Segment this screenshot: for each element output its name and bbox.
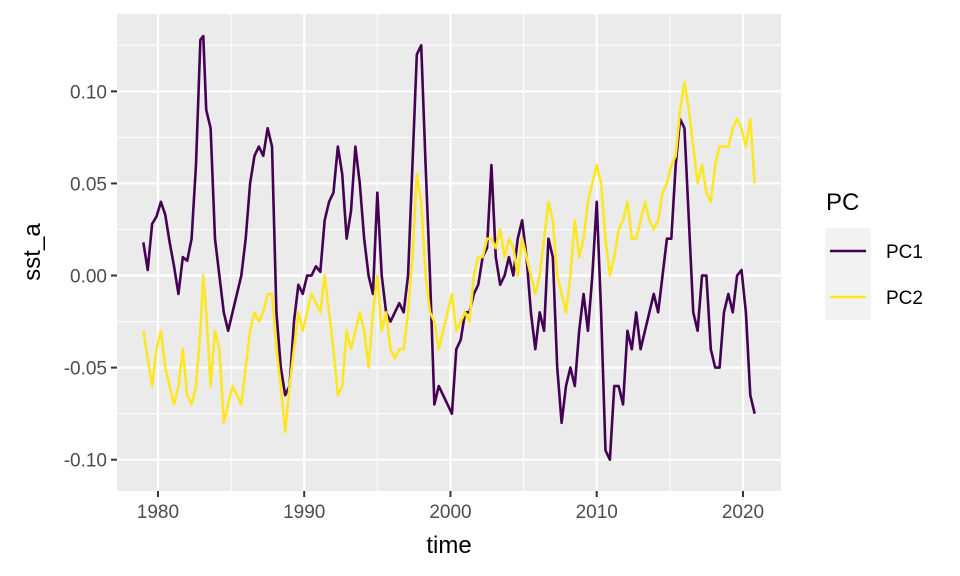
y-tick-label: 0.00	[70, 267, 107, 288]
x-axis: 1980 1990 2000 2010 2020	[137, 491, 764, 523]
legend-label-pc2: PC2	[886, 288, 923, 309]
x-tick-label: 2010	[576, 502, 618, 523]
x-tick-label: 1990	[283, 502, 325, 523]
x-tick-label: 1980	[137, 502, 179, 523]
y-tick-label: -0.10	[64, 451, 107, 472]
y-tick-label: 0.05	[70, 174, 107, 195]
series-line-pc2	[142, 80, 756, 434]
major-grid	[117, 14, 781, 491]
series-line-pc1	[142, 34, 756, 461]
y-tick-label: 0.10	[70, 82, 107, 103]
y-axis-title: sst_a	[19, 223, 46, 281]
x-tick-label: 2000	[429, 502, 471, 523]
minor-grid	[84, 14, 781, 491]
legend-label-pc1: PC1	[886, 242, 923, 263]
x-tick-label: 2020	[722, 502, 764, 523]
y-axis: -0.10 -0.05 0.00 0.05 0.10	[64, 82, 117, 472]
legend: PC PC1 PC2	[825, 189, 923, 320]
legend-title: PC	[826, 189, 859, 216]
y-tick-label: -0.05	[64, 359, 107, 380]
x-axis-title: time	[426, 532, 471, 559]
series-layer	[142, 34, 756, 461]
